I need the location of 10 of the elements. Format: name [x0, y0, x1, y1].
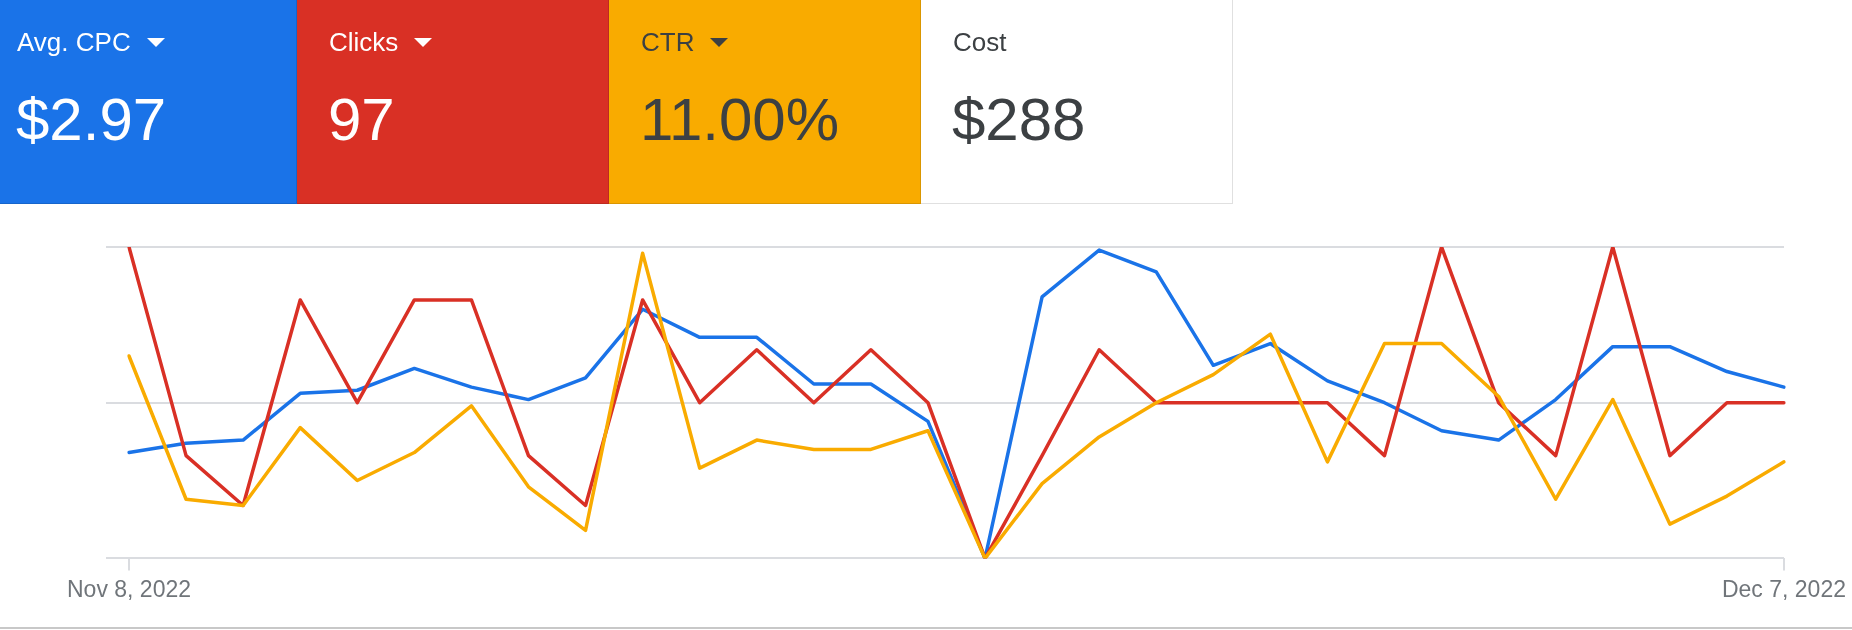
category-label: Cost — [953, 27, 1007, 57]
x-tick-label: Dec 7, 2022 — [1721, 575, 1846, 602]
category-label: CTR — [641, 27, 695, 57]
data-label: $2.97 — [16, 86, 167, 153]
data-label: $288 — [952, 86, 1086, 153]
x-tick-label: Nov 8, 2022 — [66, 575, 192, 602]
category-label: Clicks — [329, 27, 399, 57]
data-label: 97 — [328, 86, 395, 153]
data-label: 11.00% — [640, 86, 840, 153]
category-label: Avg. CPC — [17, 27, 131, 57]
